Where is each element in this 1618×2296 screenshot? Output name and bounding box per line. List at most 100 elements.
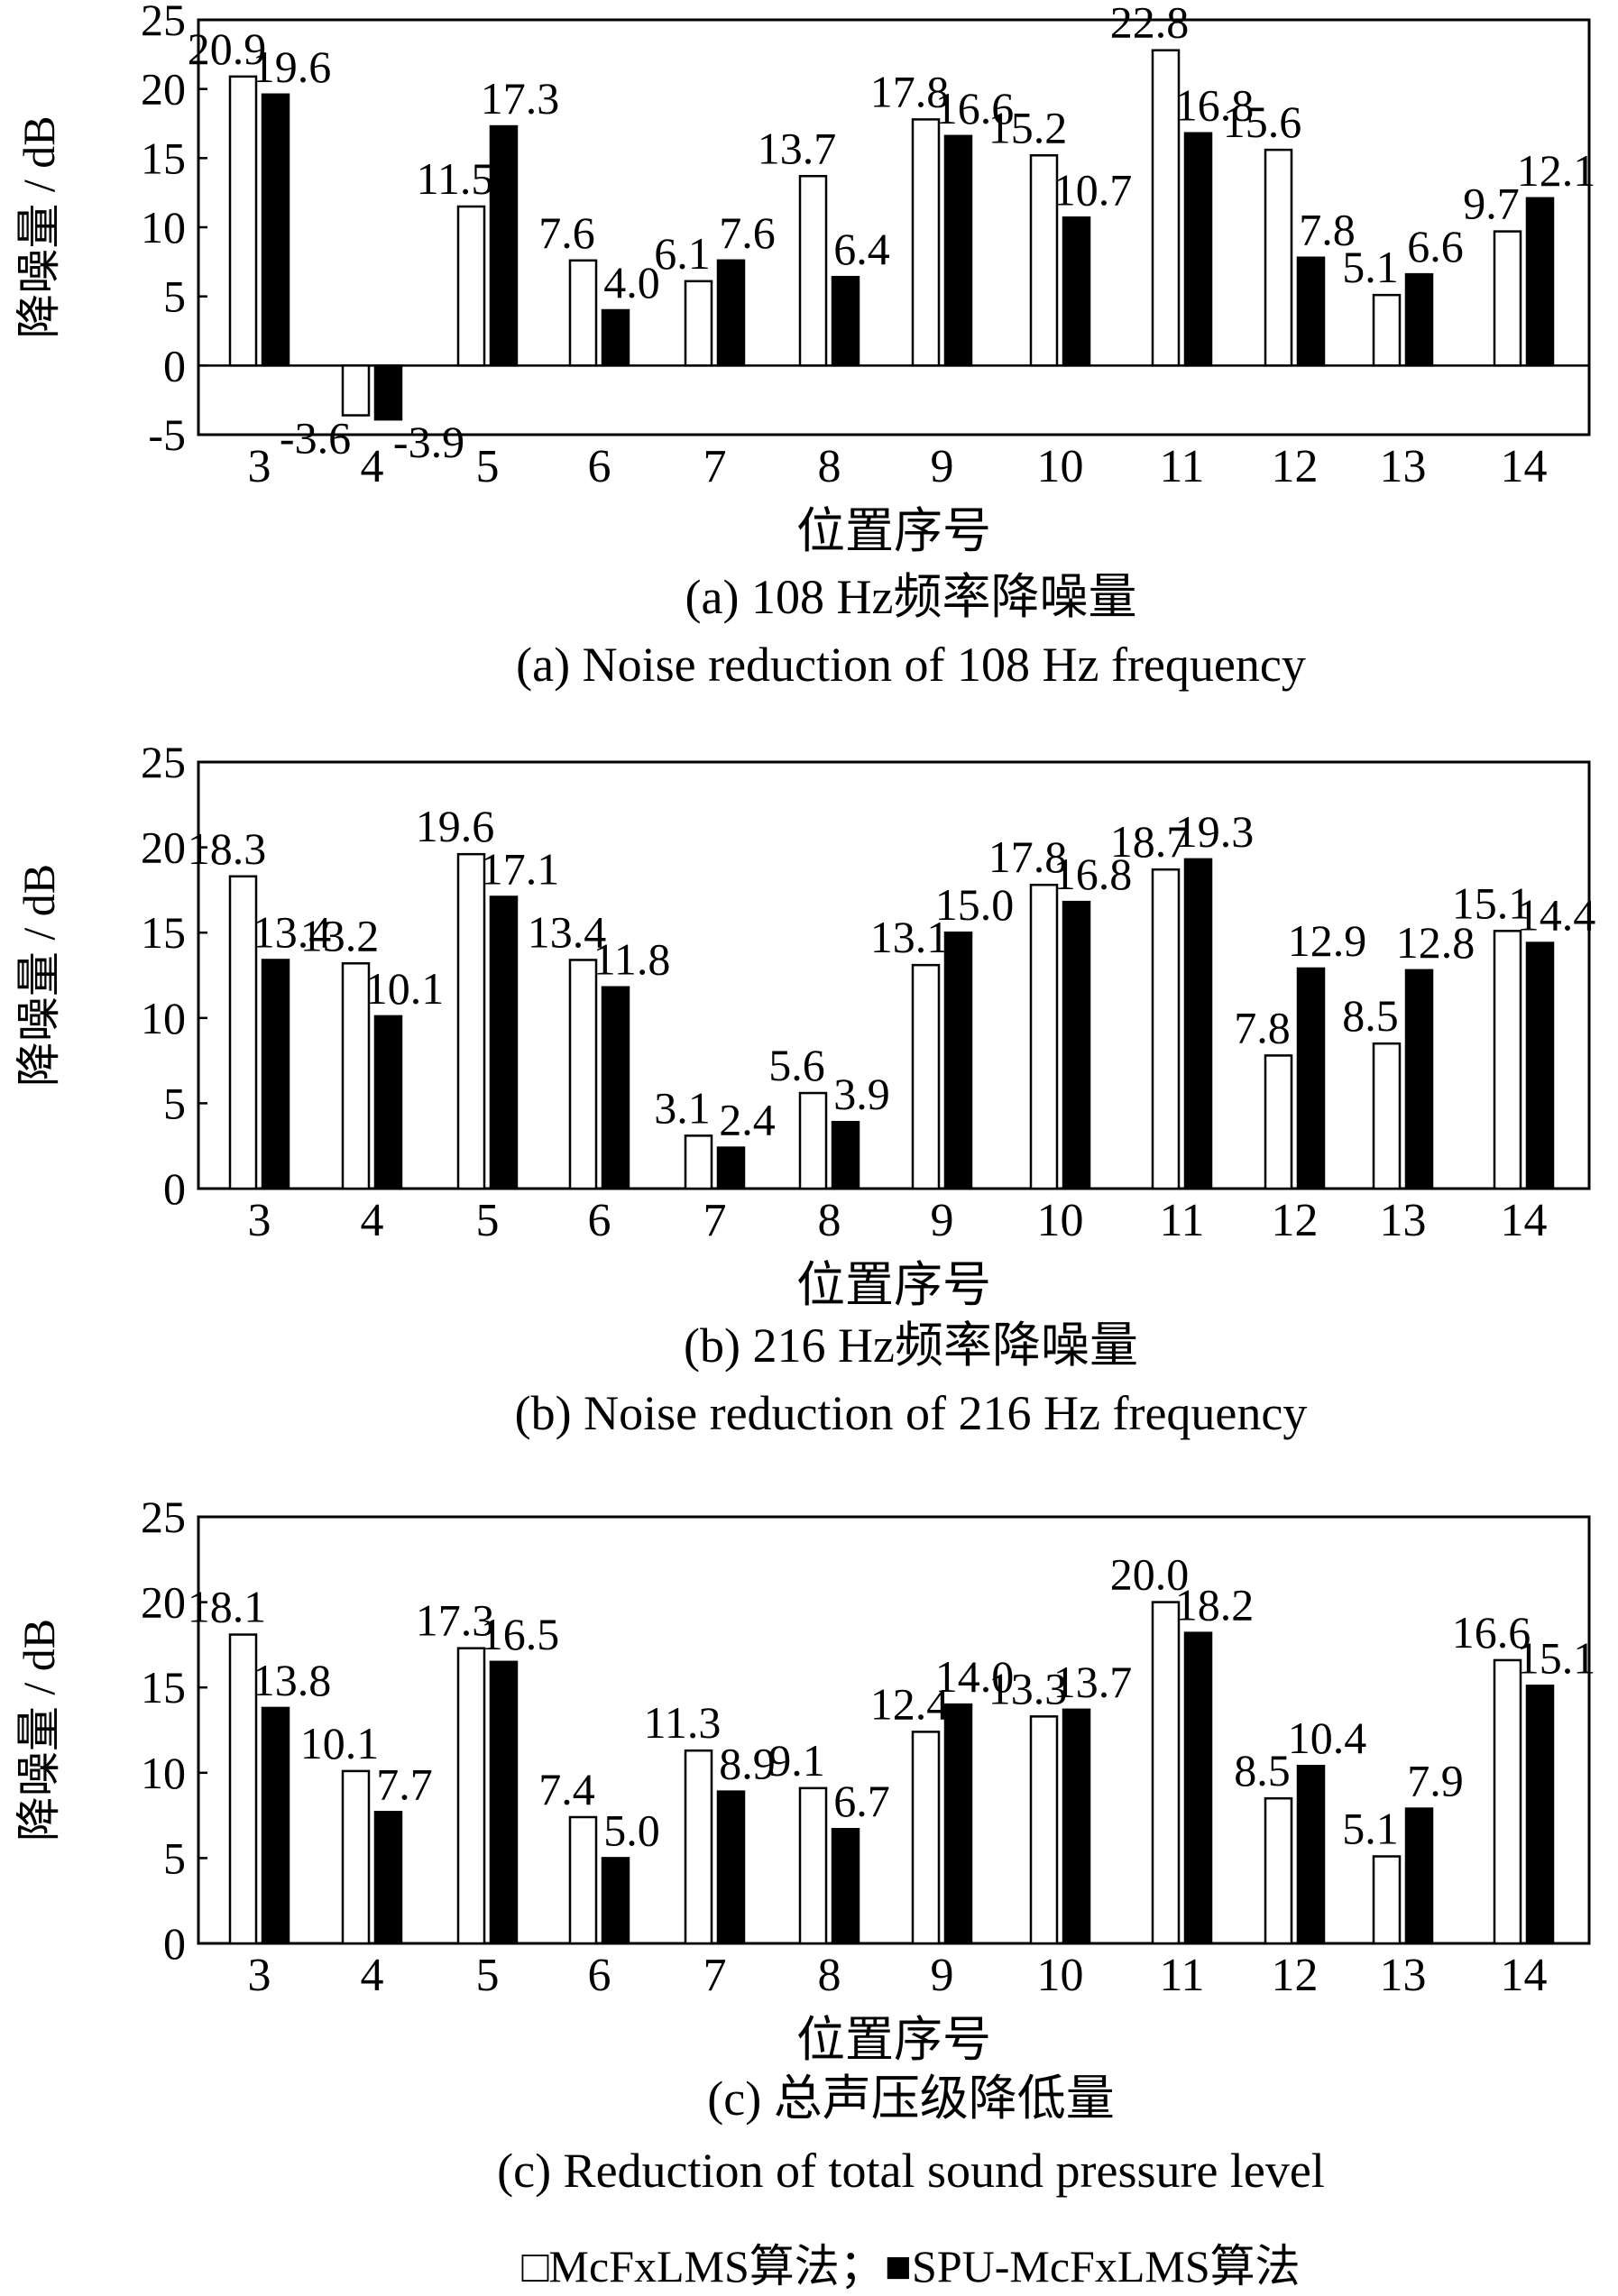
bar-spu-mcfxlms: [716, 259, 746, 367]
x-tick-label: 4: [361, 441, 384, 492]
y-tick-label: 25: [141, 737, 186, 787]
data-label: 13.2: [300, 910, 380, 960]
bar-mcfxlms: [1264, 1796, 1293, 1945]
data-label: 20.9: [188, 23, 267, 74]
data-label: -3.9: [393, 417, 464, 467]
bar-spu-mcfxlms: [1296, 1764, 1326, 1945]
bar-spu-mcfxlms: [831, 1120, 860, 1190]
chart-title-cn: (a) 108 Hz频率降噪量: [685, 570, 1137, 624]
data-label: 22.8: [1110, 0, 1190, 48]
y-tick-label: 0: [163, 1918, 186, 1969]
x-tick-label: 14: [1501, 1195, 1548, 1246]
data-label: 20.0: [1110, 1549, 1190, 1600]
bar-mcfxlms: [1029, 154, 1059, 367]
bar-spu-mcfxlms: [489, 895, 519, 1190]
bar-spu-mcfxlms: [1183, 858, 1213, 1190]
data-label: -3.6: [280, 413, 351, 464]
bar-mcfxlms: [1493, 230, 1522, 367]
bar-mcfxlms: [568, 259, 598, 367]
bar-mcfxlms: [456, 852, 486, 1190]
bar-spu-mcfxlms: [1404, 272, 1434, 367]
data-label: 7.6: [719, 207, 776, 258]
data-label: 19.6: [416, 801, 495, 851]
bar-spu-mcfxlms: [261, 959, 290, 1190]
y-tick-label: 20: [141, 64, 186, 115]
data-label: 8.5: [1234, 1745, 1291, 1795]
x-tick-label: 10: [1037, 1195, 1084, 1246]
chart-panel-a: -5 0 5 10 15 20 25 3 4 5 6 7 8 9 10 11 12 13 14 20.9 -3.6 11.…: [14, 0, 1595, 692]
bar-mcfxlms: [1151, 1601, 1181, 1945]
bar-spu-mcfxlms: [373, 364, 403, 421]
data-label: 16.6: [935, 83, 1015, 133]
data-label: 3.1: [654, 1082, 711, 1133]
data-label: 6.4: [833, 224, 890, 274]
y-axis-label: 降噪量 / dB: [14, 115, 64, 338]
x-tick-label: 7: [703, 1950, 727, 2001]
data-label: 5.1: [1342, 1804, 1399, 1854]
bar-mcfxlms: [341, 1769, 371, 1945]
x-tick-label: 12: [1272, 441, 1319, 492]
chart-title-cn: (b) 216 Hz频率降噪量: [684, 1318, 1138, 1373]
data-label: 8.9: [719, 1739, 776, 1789]
bar-mcfxlms: [911, 1731, 941, 1945]
x-tick-label: 6: [588, 1195, 611, 1246]
x-axis-label: 位置序号: [796, 2013, 991, 2067]
bar-mcfxlms: [798, 175, 828, 367]
plot-frame: [197, 1515, 1591, 1945]
y-tick-label: 0: [163, 1163, 186, 1214]
data-label: 13.4: [253, 906, 332, 957]
x-tick-label: 14: [1501, 441, 1548, 492]
bar-mcfxlms: [1372, 293, 1402, 367]
bar-mcfxlms: [456, 1647, 486, 1945]
x-tick-label: 11: [1159, 1195, 1204, 1246]
chart-panel-c: 0 5 10 15 20 25 3 4 5 6 7 8 9 10 11 12 13 14 18.1 10.1 17.3 7…: [14, 1492, 1595, 2198]
data-label: 3.9: [833, 1069, 890, 1119]
data-label: 13.8: [253, 1655, 332, 1705]
bar-mcfxlms: [1493, 930, 1522, 1190]
bar-mcfxlms: [1029, 883, 1059, 1190]
data-label: 17.3: [481, 73, 560, 124]
bar-mcfxlms: [228, 1633, 258, 1945]
data-label: 12.1: [1517, 145, 1596, 196]
bar-spu-mcfxlms: [1404, 1807, 1434, 1945]
x-tick-label: 7: [703, 1195, 727, 1246]
bar-spu-mcfxlms: [943, 1703, 973, 1945]
data-label: 14.0: [935, 1651, 1015, 1702]
bar-spu-mcfxlms: [261, 1706, 290, 1945]
data-label: 16.8: [1053, 849, 1133, 899]
data-label: 12.4: [870, 1678, 950, 1729]
x-tick-label: 6: [588, 1950, 611, 2001]
data-label: 13.1: [870, 912, 950, 962]
plot-frame: [197, 760, 1591, 1190]
data-label: 17.8: [870, 66, 950, 116]
y-tick-label: 5: [163, 271, 186, 322]
bar-spu-mcfxlms: [1062, 216, 1091, 367]
bar-mcfxlms: [341, 962, 371, 1190]
bar-spu-mcfxlms: [716, 1790, 746, 1945]
x-tick-label: 10: [1037, 1950, 1084, 2001]
x-tick-label: 12: [1272, 1195, 1319, 1246]
x-tick-label: 3: [248, 1950, 271, 2001]
bar-spu-mcfxlms: [489, 1660, 519, 1945]
data-label: 12.8: [1396, 917, 1476, 968]
bar-mcfxlms: [798, 1091, 828, 1190]
data-label: 6.7: [833, 1776, 890, 1826]
bar-spu-mcfxlms: [601, 986, 630, 1190]
bar-spu-mcfxlms: [831, 275, 860, 367]
bar-mcfxlms: [228, 75, 258, 367]
y-tick-label: 5: [163, 1832, 186, 1883]
data-label: 7.8: [1299, 205, 1356, 255]
bar-spu-mcfxlms: [489, 124, 519, 367]
x-tick-label: 8: [818, 1950, 841, 2001]
y-tick-label: 25: [141, 0, 186, 45]
x-tick-label: 11: [1159, 1950, 1204, 2001]
data-label: 16.6: [1452, 1607, 1531, 1658]
bar-mcfxlms: [1493, 1658, 1522, 1945]
data-label: 5.1: [1342, 242, 1399, 292]
bar-spu-mcfxlms: [1062, 900, 1091, 1190]
bar-mcfxlms: [1151, 49, 1181, 367]
bar-mcfxlms: [1372, 1042, 1402, 1190]
data-label: 10.1: [365, 963, 445, 1014]
bar-mcfxlms: [911, 963, 941, 1190]
